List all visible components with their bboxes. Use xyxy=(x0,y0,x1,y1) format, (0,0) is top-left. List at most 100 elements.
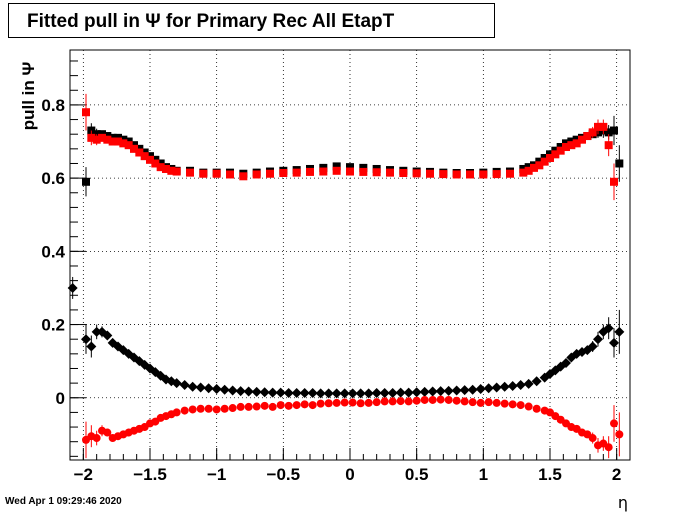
data-point-diamond xyxy=(443,385,454,396)
data-point-square xyxy=(506,169,514,178)
data-point-square xyxy=(82,177,90,186)
data-point-square xyxy=(412,169,421,178)
data-point-circle xyxy=(252,402,261,411)
data-point-square xyxy=(572,139,581,148)
data-point-diamond xyxy=(195,382,206,393)
data-point-square xyxy=(588,128,597,137)
x-tick-label: −2 xyxy=(74,465,93,484)
data-point-circle xyxy=(428,395,437,404)
data-point-circle xyxy=(340,398,349,407)
data-point-square xyxy=(492,170,501,179)
data-point-diamond xyxy=(211,383,222,394)
data-point-diamond xyxy=(614,326,625,337)
data-point-square xyxy=(399,169,408,177)
data-point-circle xyxy=(460,397,469,406)
data-point-diamond xyxy=(259,387,270,398)
x-tick-label: −0.5 xyxy=(267,465,301,484)
data-point-circle xyxy=(204,404,213,413)
data-point-circle xyxy=(324,399,333,408)
x-tick-label: 0.5 xyxy=(405,465,429,484)
data-point-diamond xyxy=(339,388,350,399)
data-point-circle xyxy=(276,401,285,410)
data-point-circle xyxy=(188,405,197,414)
data-point-square xyxy=(567,141,576,150)
data-point-diamond xyxy=(291,388,302,399)
y-tick-label: 0.4 xyxy=(41,242,65,261)
data-point-square xyxy=(610,177,618,186)
data-point-circle xyxy=(212,405,221,414)
chart-title: Fitted pull in Ψ for Primary Rec All Eta… xyxy=(27,11,395,32)
data-point-square xyxy=(599,122,608,131)
data-point-square xyxy=(578,135,586,144)
data-point-circle xyxy=(588,434,597,443)
data-point-diamond xyxy=(267,387,278,398)
data-point-circle xyxy=(524,402,533,411)
data-point-circle xyxy=(172,408,181,417)
data-point-circle xyxy=(468,398,477,407)
data-point-circle xyxy=(516,401,525,410)
data-point-square xyxy=(108,137,117,146)
data-point-diamond xyxy=(451,385,462,396)
data-point-diamond xyxy=(435,386,446,397)
x-tick-label: 1.5 xyxy=(538,465,562,484)
data-point-diamond xyxy=(395,387,406,398)
data-point-square xyxy=(306,167,314,176)
x-tick-label: 0 xyxy=(345,465,354,484)
data-point-square xyxy=(114,137,122,146)
data-point-square xyxy=(610,126,618,135)
data-point-diamond xyxy=(67,282,78,293)
data-point-circle xyxy=(492,398,501,407)
data-point-diamond xyxy=(379,388,390,399)
data-point-diamond xyxy=(102,330,113,341)
data-point-diamond xyxy=(251,386,262,397)
data-point-circle xyxy=(103,428,112,437)
data-point-diamond xyxy=(227,385,238,396)
data-point-circle xyxy=(220,404,229,413)
data-point-square xyxy=(252,170,261,179)
data-point-diamond xyxy=(86,341,97,352)
y-tick-label: 0.6 xyxy=(41,169,65,188)
data-point-diamond xyxy=(593,334,603,345)
data-point-square xyxy=(292,168,301,177)
data-point-square xyxy=(103,135,112,144)
data-point-circle xyxy=(484,398,493,407)
data-point-diamond xyxy=(523,378,534,389)
data-point-square xyxy=(604,128,613,137)
data-point-circle xyxy=(500,399,509,408)
data-point-square xyxy=(452,170,461,179)
data-point-circle xyxy=(452,396,461,405)
data-point-square xyxy=(130,144,138,153)
data-point-diamond xyxy=(459,385,470,396)
data-point-square xyxy=(359,167,368,176)
data-point-diamond xyxy=(419,386,430,397)
data-point-circle xyxy=(308,401,317,410)
data-point-diamond xyxy=(363,388,374,399)
data-point-circle xyxy=(420,395,429,404)
data-point-diamond xyxy=(483,383,494,394)
data-point-square xyxy=(167,166,176,175)
y-axis-label: pull in Ψ xyxy=(19,62,38,131)
data-point-square xyxy=(98,133,106,142)
data-point-diamond xyxy=(91,326,102,337)
data-point-diamond xyxy=(491,382,502,393)
data-point-square xyxy=(135,148,144,157)
data-point-diamond xyxy=(427,386,438,397)
data-point-circle xyxy=(508,400,517,409)
data-point-circle xyxy=(348,398,357,407)
data-point-square xyxy=(535,161,544,170)
data-point-square xyxy=(156,163,165,172)
data-point-square xyxy=(519,168,528,177)
data-point-diamond xyxy=(315,388,326,399)
data-point-square xyxy=(604,141,613,150)
data-point-circle xyxy=(404,397,413,406)
data-point-circle xyxy=(364,398,373,407)
data-point-circle xyxy=(268,402,277,411)
axes: −2 −1.5 −1 −0.5 0 0.5 1 1.5 2 0 0.2 0.4 0.6 0.8 xyxy=(41,60,631,484)
data-point-circle xyxy=(604,443,613,452)
y-tick-label: 0 xyxy=(56,389,65,408)
data-point-diamond xyxy=(187,381,198,392)
data-point-diamond xyxy=(275,387,286,398)
data-point-square xyxy=(266,169,274,178)
data-point-diamond xyxy=(331,388,342,399)
